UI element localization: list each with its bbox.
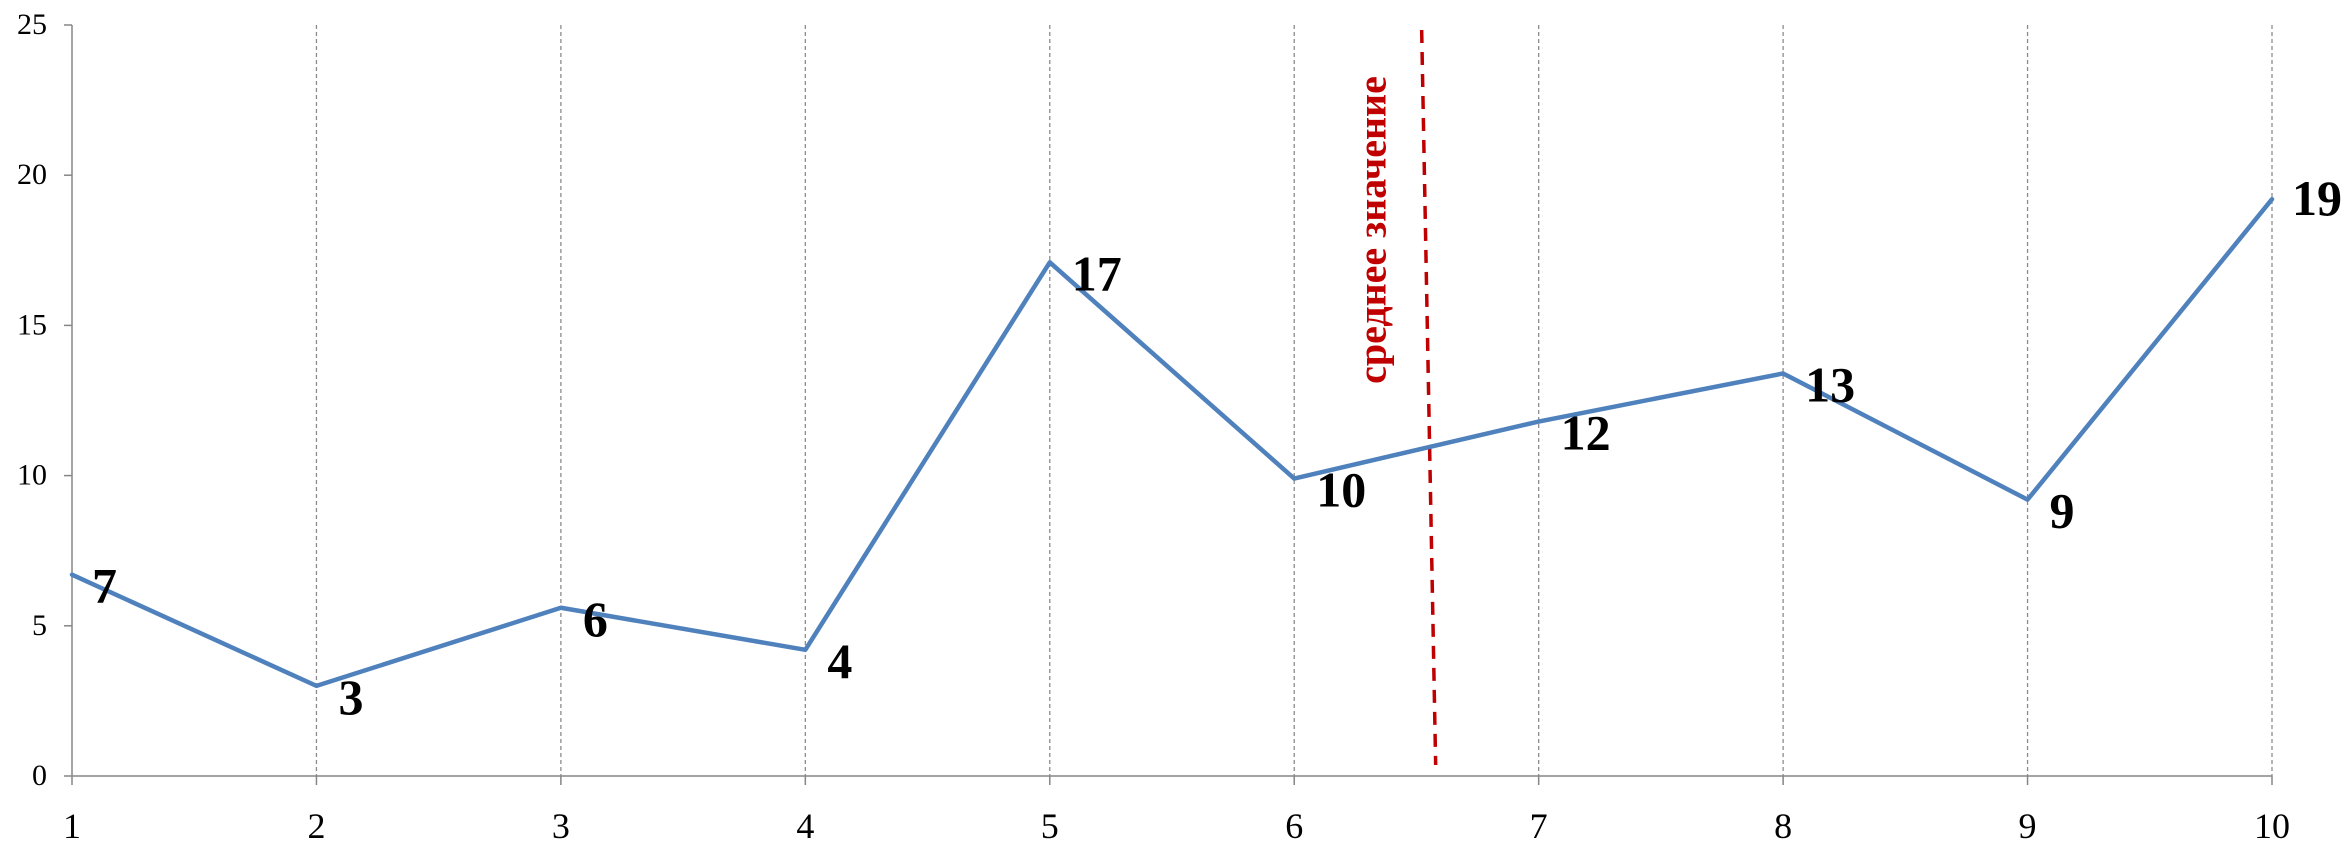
data-label: 19 [2292,170,2342,226]
x-tick-label: 9 [2019,806,2037,842]
x-tick-label: 7 [1530,806,1548,842]
series-line [69,196,2275,689]
data-label: 9 [2050,483,2075,539]
mean-line-group: среднее значение [1350,29,1438,766]
mean-line-label: среднее значение [1350,76,1395,384]
mean-line [1419,29,1438,766]
x-tick-label: 5 [1041,806,1059,842]
data-label: 12 [1561,405,1611,461]
x-tick-label: 10 [2254,806,2290,842]
y-tick-label: 25 [17,8,47,41]
x-tick-label: 2 [307,806,325,842]
data-label: 6 [583,591,608,647]
x-tick-label: 3 [552,806,570,842]
data-label: 7 [92,558,117,614]
x-tick-label: 1 [63,806,81,842]
series-line-group [69,196,2275,689]
y-tick-label: 10 [17,459,47,492]
data-label: 13 [1805,356,1855,412]
y-tick-label: 20 [17,158,47,191]
data-label: 17 [1072,245,1122,301]
y-tick-label: 15 [17,308,47,341]
x-tick-label: 4 [796,806,814,842]
y-tick-label: 5 [32,609,47,642]
x-tick-label: 6 [1285,806,1303,842]
x-tick-label: 8 [1774,806,1792,842]
data-label: 10 [1316,462,1366,518]
gridlines [315,25,2273,776]
data-label: 3 [338,669,363,725]
data-labels: 7 3 6 4 17 10 12 13 9 19 [92,170,2342,725]
data-label: 4 [827,633,852,689]
y-tick-label: 0 [32,759,47,792]
